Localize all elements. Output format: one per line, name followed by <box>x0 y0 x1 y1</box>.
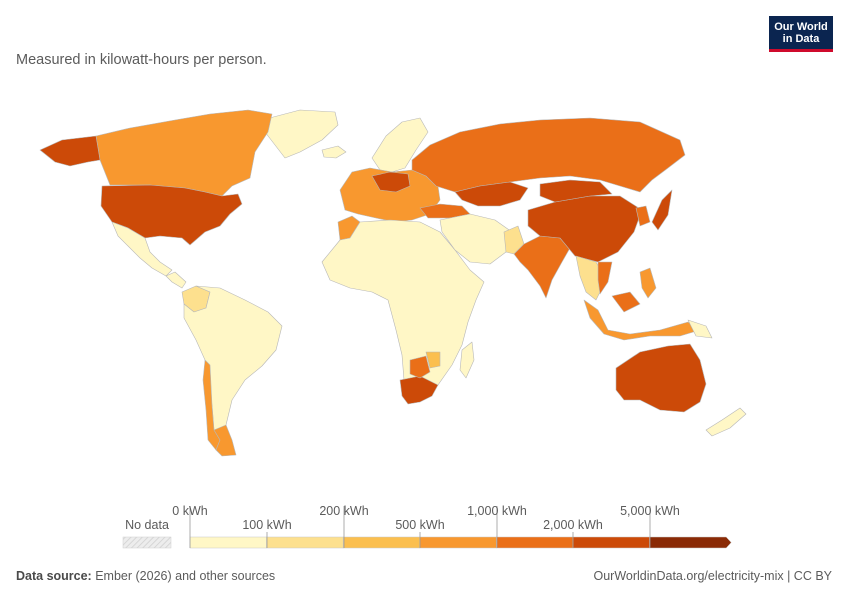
country-greenland[interactable] <box>261 109 339 159</box>
logo-line-1: Our World <box>774 21 828 33</box>
country-philippines[interactable] <box>639 267 657 299</box>
country-malaysia[interactable] <box>611 291 641 313</box>
country-mexico[interactable] <box>111 221 173 277</box>
color-legend: No data 0 kWh 200 kWh 1,000 kWh 5,000 kW… <box>122 504 732 549</box>
legend-bin-5[interactable] <box>572 536 650 549</box>
legend-label-1000-kwh: 1,000 kWh <box>467 504 527 518</box>
country-botswana[interactable] <box>409 355 431 379</box>
country-papua-new-guinea[interactable] <box>687 319 713 339</box>
country-japan[interactable] <box>651 189 673 231</box>
data-source-label: Data source: <box>16 569 92 583</box>
logo-line-2: in Data <box>782 33 820 45</box>
country-vietnam[interactable] <box>597 261 613 295</box>
data-source: Data source: Ember (2026) and other sour… <box>16 569 275 583</box>
legend-label-200-kwh: 200 kWh <box>319 504 368 518</box>
country-alaska[interactable] <box>39 135 101 167</box>
country-africa[interactable] <box>321 219 485 403</box>
legend-label-100-kwh: 100 kWh <box>242 518 291 532</box>
country-europe[interactable] <box>339 167 441 223</box>
logo-accent-bar <box>769 49 833 52</box>
owid-logo[interactable]: Our World in Data <box>769 16 833 52</box>
country-middle-east[interactable] <box>439 213 513 265</box>
legend-bin-2[interactable] <box>342 536 421 549</box>
legend-bin-6[interactable] <box>649 536 732 549</box>
country-australia[interactable] <box>615 343 707 413</box>
country-central-europe[interactable] <box>371 171 411 193</box>
country-russia[interactable] <box>411 117 686 193</box>
legend-bin-1[interactable] <box>266 536 344 549</box>
country-argentina-south[interactable] <box>213 424 237 457</box>
legend-label-500-kwh: 500 kWh <box>395 518 444 532</box>
world-map <box>39 109 747 457</box>
country-india[interactable] <box>513 235 571 299</box>
legend-bin-4[interactable] <box>496 536 574 549</box>
country-kazakhstan[interactable] <box>454 181 529 207</box>
legend-label-2000-kwh: 2,000 kWh <box>543 518 603 532</box>
data-source-text[interactable]: Ember (2026) and other sources <box>95 569 276 583</box>
country-new-zealand[interactable] <box>705 407 747 437</box>
legend-bin-0[interactable] <box>189 536 267 549</box>
country-madagascar[interactable] <box>459 341 475 379</box>
no-data-swatch <box>122 536 172 549</box>
country-mongolia[interactable] <box>539 179 613 203</box>
country-korea[interactable] <box>635 205 651 227</box>
source-url[interactable]: OurWorldinData.org/electricity-mix | CC … <box>593 569 833 583</box>
legend-label-5000-kwh: 5,000 kWh <box>620 504 680 518</box>
country-zimbabwe[interactable] <box>425 351 441 369</box>
legend-label-0-kwh: 0 kWh <box>172 504 207 518</box>
country-central-america[interactable] <box>165 271 187 289</box>
country-south-africa[interactable] <box>399 375 439 405</box>
legend-bin-3[interactable] <box>419 536 497 549</box>
no-data-label: No data <box>125 518 169 532</box>
country-iceland[interactable] <box>321 145 347 159</box>
chart-subtitle: Measured in kilowatt-hours per person. <box>16 52 267 68</box>
